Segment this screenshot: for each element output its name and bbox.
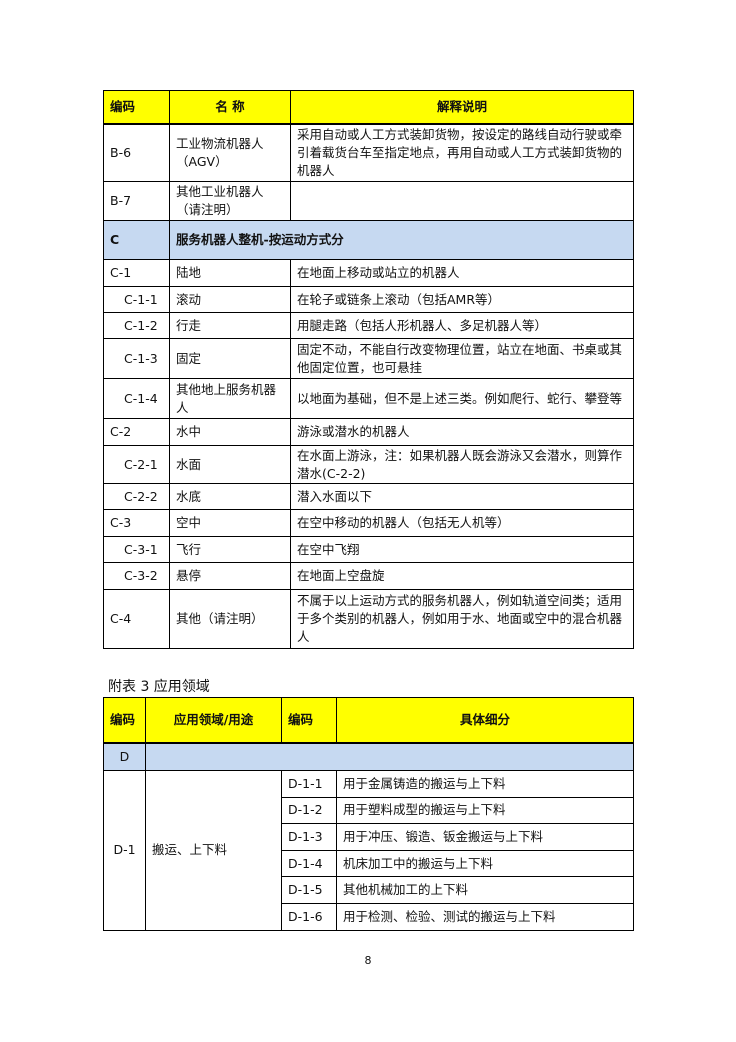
row-desc: 用于冲压、锻造、钣金搬运与上下料	[336, 823, 634, 851]
header-field: 应用领域/用途	[145, 697, 282, 744]
row-code: B-7	[103, 181, 170, 221]
row-name: 服务机器人整机-按运动方式分	[169, 220, 634, 260]
row-desc: 用于塑料成型的搬运与上下料	[336, 796, 634, 825]
table-row: C-3-2 悬停 在地面上空盘旋	[103, 562, 634, 590]
table-row: C-1 陆地 在地面上移动或站立的机器人	[103, 259, 634, 287]
row-desc	[290, 181, 634, 221]
row-desc: 在空中移动的机器人（包括无人机等）	[290, 509, 634, 537]
row-code: C-1	[103, 259, 170, 287]
row-name: 陆地	[169, 259, 291, 287]
category-label	[145, 742, 634, 771]
row-code: C-4	[103, 589, 170, 649]
row-code: B-6	[103, 123, 170, 182]
header-name: 名 称	[169, 90, 291, 125]
application-field-table: 编码 应用领域/用途 编码 具体细分 D D-1 搬运、上下料 D-1-1 用于金属铸…	[103, 697, 634, 931]
table-header: 编码 应用领域/用途 编码 具体细分	[103, 697, 634, 744]
category-code: D	[103, 742, 146, 771]
row-code: C-3-2	[103, 562, 170, 590]
row-desc: 在水面上游泳，注：如果机器人既会游泳又会潜水，则算作潜水(C-2-2)	[290, 445, 634, 484]
row-desc: 游泳或潜水的机器人	[290, 418, 634, 446]
header-detail: 具体细分	[336, 697, 634, 744]
row-desc: 固定不动，不能自行改变物理位置，站立在地面、书桌或其他固定位置，也可悬挂	[290, 338, 634, 379]
row-name: 水面	[169, 445, 291, 484]
row-desc: 在空中飞翔	[290, 536, 634, 563]
table-row: C-2-2 水底 潜入水面以下	[103, 483, 634, 510]
table-row: C-1-2 行走 用腿走路（包括人形机器人、多足机器人等）	[103, 312, 634, 339]
row-code: C-2-2	[103, 483, 170, 510]
table-row: D-1 搬运、上下料 D-1-1 用于金属铸造的搬运与上下料	[103, 770, 634, 931]
row-code: C-2	[103, 418, 170, 446]
row-name: 空中	[169, 509, 291, 537]
robot-motion-table: 编码 名 称 解释说明 B-6 工业物流机器人（AGV） 采用自动或人工方式装卸货物…	[103, 90, 634, 649]
group-code: D-1	[103, 770, 146, 931]
header-desc: 解释说明	[290, 90, 634, 125]
table-row: C-1-1 滚动 在轮子或链条上滚动（包括AMR等）	[103, 286, 634, 313]
table-row: D-1-5 其他机械加工的上下料	[104, 876, 634, 904]
table-row: C-4 其他（请注明） 不属于以上运动方式的服务机器人，例如轨道空间类；适用于多个类…	[103, 589, 634, 649]
row-name: 其他工业机器人（请注明）	[169, 181, 291, 221]
row-desc: 在轮子或链条上滚动（包括AMR等）	[290, 286, 634, 313]
table-row: C-1-3 固定 固定不动，不能自行改变物理位置，站立在地面、书桌或其他固定位置，也…	[103, 338, 634, 379]
row-code: C-1-3	[103, 338, 170, 379]
row-code: C-1-2	[103, 312, 170, 339]
table-caption: 附表 3 应用领域	[108, 679, 210, 695]
table-row: C-2-1 水面 在水面上游泳，注：如果机器人既会游泳又会潜水，则算作潜水(C-2-…	[103, 445, 634, 484]
header-code: 编码	[103, 697, 146, 744]
row-name: 悬停	[169, 562, 291, 590]
table-row: D-1-3 用于冲压、锻造、钣金搬运与上下料	[104, 823, 634, 851]
table-header: 编码 名 称 解释说明	[103, 90, 634, 125]
row-code: C-1-4	[103, 378, 170, 419]
row-desc: 其他机械加工的上下料	[336, 876, 634, 904]
row-name: 其他（请注明）	[169, 589, 291, 649]
row-name: 水底	[169, 483, 291, 510]
table-row: D-1-6 用于检测、检验、测试的搬运与上下料	[104, 902, 634, 931]
row-desc: 潜入水面以下	[290, 483, 634, 510]
group-name: 搬运、上下料	[145, 770, 282, 931]
table-row: B-6 工业物流机器人（AGV） 采用自动或人工方式装卸货物，按设定的路线自动行驶或…	[103, 123, 634, 182]
row-name: 滚动	[169, 286, 291, 313]
header-code: 编码	[103, 90, 170, 125]
row-code: D-1-4	[281, 849, 337, 878]
row-desc: 采用自动或人工方式装卸货物，按设定的路线自动行驶或牵引着载货台车至指定地点，再用…	[290, 123, 634, 182]
row-desc: 机床加工中的搬运与上下料	[336, 849, 634, 878]
row-desc: 用腿走路（包括人形机器人、多足机器人等）	[290, 312, 634, 339]
row-code: C	[103, 220, 170, 260]
row-name: 固定	[169, 338, 291, 379]
table-row: C-1-4 其他地上服务机器人 以地面为基础，但不是上述三类。例如爬行、蛇行、攀登等	[103, 378, 634, 419]
row-code: C-3-1	[103, 536, 170, 563]
row-code: C-2-1	[103, 445, 170, 484]
row-name: 工业物流机器人（AGV）	[169, 123, 291, 182]
table-row: D-1-4 机床加工中的搬运与上下料	[104, 849, 634, 878]
table-row: C-3 空中 在空中移动的机器人（包括无人机等）	[103, 509, 634, 537]
category-row: D	[103, 742, 634, 771]
table-row: C-3-1 飞行 在空中飞翔	[103, 536, 634, 563]
row-desc: 用于检测、检验、测试的搬运与上下料	[336, 902, 634, 931]
row-code: D-1-6	[281, 902, 337, 931]
page-number: 8	[364, 954, 372, 967]
table-row: D-1-2 用于塑料成型的搬运与上下料	[104, 796, 634, 825]
table-row: B-7 其他工业机器人（请注明）	[103, 181, 634, 221]
table-row: C-2 水中 游泳或潜水的机器人	[103, 418, 634, 446]
row-desc: 以地面为基础，但不是上述三类。例如爬行、蛇行、攀登等	[290, 378, 634, 419]
row-desc: 用于金属铸造的搬运与上下料	[336, 770, 634, 798]
category-row: C 服务机器人整机-按运动方式分	[103, 220, 634, 260]
row-name: 其他地上服务机器人	[169, 378, 291, 419]
row-code: D-1-5	[281, 876, 337, 904]
row-name: 飞行	[169, 536, 291, 563]
row-name: 行走	[169, 312, 291, 339]
row-code: D-1-1	[281, 770, 337, 798]
row-desc: 在地面上移动或站立的机器人	[290, 259, 634, 287]
row-code: C-1-1	[103, 286, 170, 313]
header-code-2: 编码	[281, 697, 337, 744]
row-desc: 不属于以上运动方式的服务机器人，例如轨道空间类；适用于多个类别的机器人，例如用于…	[290, 589, 634, 649]
row-code: D-1-3	[281, 823, 337, 851]
row-code: D-1-2	[281, 796, 337, 825]
row-code: C-3	[103, 509, 170, 537]
row-desc: 在地面上空盘旋	[290, 562, 634, 590]
row-name: 水中	[169, 418, 291, 446]
